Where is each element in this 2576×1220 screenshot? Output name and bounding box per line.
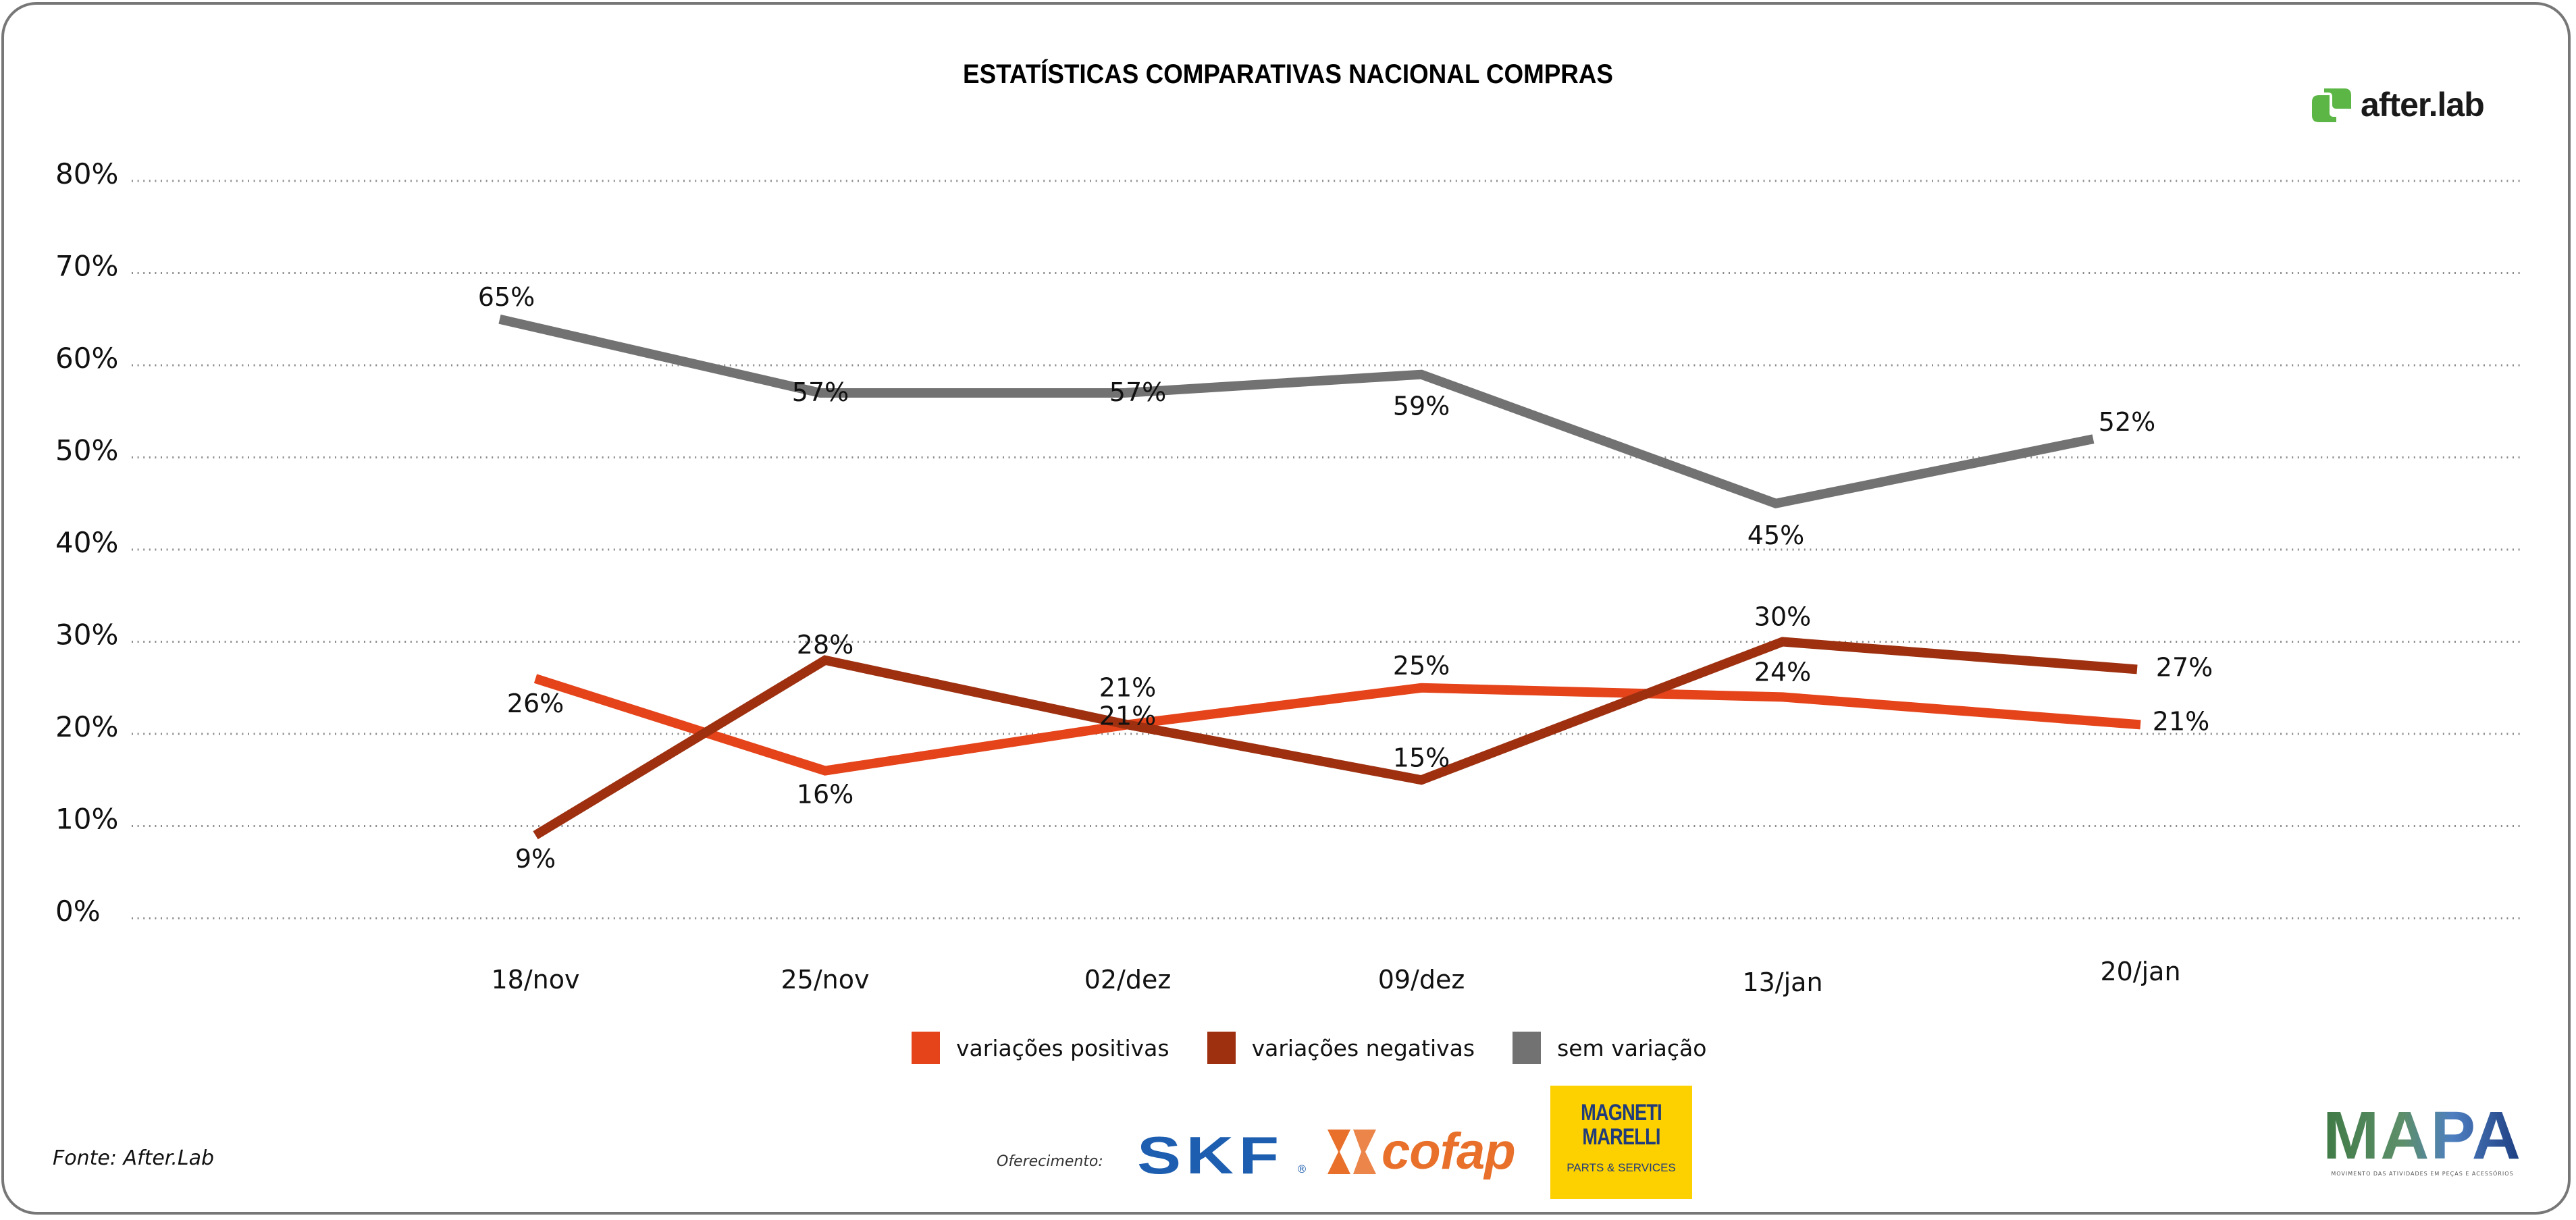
data-label-sem_variacao: 45% <box>1747 521 1804 550</box>
data-label-negativas: 30% <box>1754 602 1811 632</box>
after-lab-logo-icon <box>2312 88 2351 122</box>
data-label-positivas: 25% <box>1393 651 1450 681</box>
data-label-sem_variacao: 65% <box>478 282 535 312</box>
series-line-negativas[interactable] <box>533 637 2138 840</box>
data-label-positivas: 21% <box>2153 706 2209 736</box>
x-tick-label: 18/nov <box>492 965 580 994</box>
data-labels: 26% 16% 21% 25% 24% 21% 9% 28% 21% 15% 30% 27% 65% 57… <box>478 282 2213 874</box>
data-label-positivas: 24% <box>1754 657 1811 687</box>
data-label-positivas: 21% <box>1099 672 1156 702</box>
legend-item-negativas[interactable]: variações negativas <box>1207 1032 1475 1064</box>
legend-swatch-negativas <box>1207 1032 1236 1064</box>
data-label-negativas: 15% <box>1393 743 1450 772</box>
y-tick-label: 70% <box>55 250 118 283</box>
legend-label-positivas: variações positivas <box>956 1034 1169 1061</box>
y-tick-label: 60% <box>55 342 118 375</box>
y-tick-label: 30% <box>55 618 118 652</box>
after-lab-logo: after.lab <box>2309 84 2485 125</box>
cofap-logo-text: cofap <box>1382 1123 1516 1180</box>
data-label-negativas: 9% <box>515 844 556 874</box>
data-label-positivas: 26% <box>507 689 564 718</box>
mapa-logo-title: MAPA <box>2323 1098 2523 1173</box>
data-label-negativas: 21% <box>1099 701 1156 731</box>
series-line-sem_variacao[interactable] <box>498 314 2095 509</box>
data-label-sem_variacao: 52% <box>2099 407 2155 437</box>
data-label-negativas: 27% <box>2156 652 2213 682</box>
magneti-marelli-logo: MAGNETI MARELLI PARTS & SERVICES <box>1550 1086 1692 1199</box>
y-tick-label: 50% <box>55 434 118 467</box>
y-tick-label: 40% <box>55 526 118 559</box>
legend-label-sem-variacao: sem variação <box>1557 1034 1707 1061</box>
marelli-subtitle: PARTS & SERVICES <box>1567 1161 1676 1174</box>
data-label-positivas: 16% <box>797 780 853 810</box>
gridlines <box>132 180 2522 920</box>
series-line-positivas[interactable] <box>533 674 2141 776</box>
legend: variações positivas variações negativas … <box>912 1032 1744 1064</box>
y-tick-label: 20% <box>55 710 118 743</box>
x-tick-label: 25/nov <box>781 965 870 994</box>
mapa-logo: MAPA MOVIMENTO DAS ATIVIDADES EM PEÇAS E… <box>2323 1102 2522 1177</box>
source-note: Fonte: After.Lab <box>53 1146 215 1170</box>
cofap-logo: cofap <box>1323 1123 1516 1180</box>
skf-logo: SKF <box>1137 1125 1284 1185</box>
chart-title: ESTATÍSTICAS COMPARATIVAS NACIONAL COMPR… <box>963 59 1613 89</box>
y-tick-label: 0% <box>55 895 101 928</box>
marelli-brand: MAGNETI MARELLI <box>1565 1100 1678 1149</box>
mapa-logo-subtitle: MOVIMENTO DAS ATIVIDADES EM PEÇAS E ACES… <box>2331 1171 2514 1177</box>
legend-swatch-positivas <box>912 1032 940 1064</box>
x-tick-label: 20/jan <box>2100 957 2180 986</box>
legend-label-negativas: variações negativas <box>1251 1034 1475 1061</box>
sponsor-label: Oferecimento: <box>997 1153 1103 1170</box>
y-tick-label: 10% <box>55 803 118 836</box>
legend-item-sem-variacao[interactable]: sem variação <box>1513 1032 1706 1064</box>
data-label-negativas: 28% <box>797 630 853 660</box>
after-lab-logo-text: after.lab <box>2361 86 2485 124</box>
marelli-line1: MAGNETI <box>1581 1100 1662 1125</box>
x-tick-label: 13/jan <box>1742 967 1822 997</box>
data-label-sem_variacao: 57% <box>1109 377 1166 407</box>
y-tick-label: 80% <box>55 157 118 190</box>
cofap-logo-icon <box>1328 1130 1376 1174</box>
x-tick-label: 09/dez <box>1378 965 1465 994</box>
data-label-sem_variacao: 57% <box>792 377 849 407</box>
data-label-sem_variacao: 59% <box>1393 392 1450 421</box>
series-lines <box>498 314 2141 840</box>
legend-item-positivas[interactable]: variações positivas <box>912 1032 1169 1064</box>
skf-registered-mark: ® <box>1296 1163 1307 1175</box>
y-axis-ticks: 0% 10% 20% 30% 40% 50% 60% 70% 80% <box>55 157 118 928</box>
marelli-line2: MARELLI <box>1582 1124 1660 1150</box>
legend-swatch-sem-variacao <box>1513 1032 1542 1064</box>
x-axis-ticks: 18/nov 25/nov 02/dez 09/dez 13/jan 20/jan <box>492 957 2181 997</box>
x-tick-label: 02/dez <box>1084 965 1172 994</box>
